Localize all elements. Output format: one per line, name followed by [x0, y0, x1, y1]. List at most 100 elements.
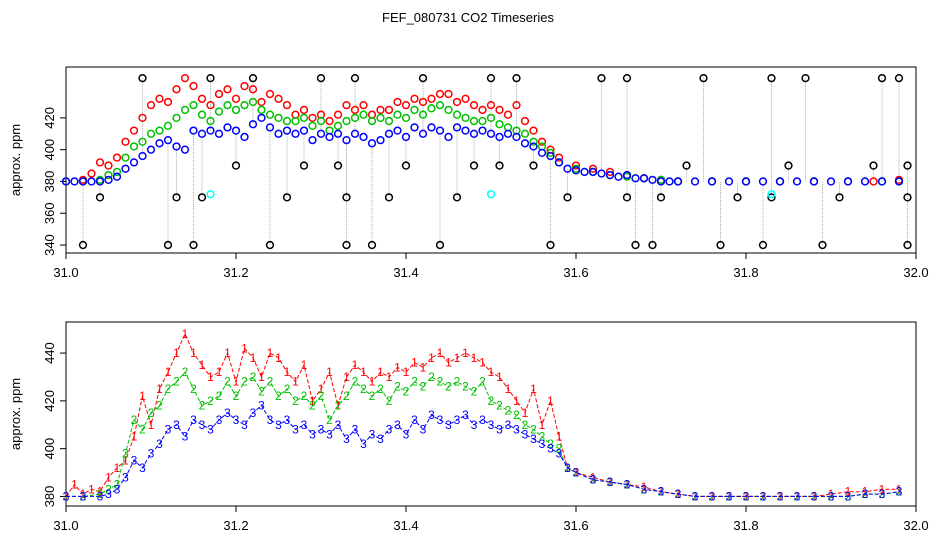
series-marker: 3 — [156, 437, 163, 451]
data-point — [104, 161, 113, 170]
series-marker: 3 — [173, 418, 180, 432]
data-point — [597, 169, 606, 178]
data-point — [546, 240, 555, 250]
series-marker: 3 — [216, 413, 223, 427]
data-point — [478, 116, 487, 126]
data-point — [240, 101, 249, 110]
data-point — [563, 164, 572, 173]
data-point — [104, 175, 113, 185]
data-point — [469, 129, 479, 138]
data-point — [155, 126, 164, 135]
series-line — [65, 332, 899, 497]
data-point — [121, 137, 130, 146]
y-axis-label: approx. ppm — [8, 124, 23, 196]
data-point — [121, 153, 130, 162]
series-marker: 1 — [471, 351, 478, 365]
series-marker: 2 — [428, 370, 435, 384]
series-marker: 1 — [428, 351, 435, 365]
data-point — [427, 104, 436, 113]
series-marker: 3 — [658, 485, 665, 499]
data-point — [214, 107, 224, 116]
y-tick-label: 360 — [42, 202, 57, 224]
series-marker: 1 — [360, 365, 367, 379]
data-point — [631, 174, 640, 183]
x-tick-label: 32.0 — [903, 518, 928, 533]
data-point — [112, 172, 122, 181]
series-marker: 3 — [190, 413, 197, 427]
series-marker: 1 — [105, 470, 112, 484]
data-point — [248, 97, 258, 107]
series-marker: 3 — [547, 442, 554, 456]
series-marker: 2 — [496, 399, 503, 413]
series-marker: 3 — [454, 413, 461, 427]
data-point — [622, 73, 632, 83]
series-marker: 1 — [437, 346, 444, 360]
series-marker: 2 — [420, 380, 427, 394]
series-marker: 1 — [165, 365, 172, 379]
data-point — [333, 161, 343, 170]
data-point — [784, 161, 793, 170]
data-point — [580, 167, 589, 177]
data-point — [495, 105, 504, 115]
data-point — [265, 123, 275, 132]
series-marker: 2 — [454, 375, 461, 389]
series-marker: 3 — [607, 475, 614, 489]
data-point — [342, 116, 351, 126]
data-point — [129, 142, 139, 151]
data-point — [146, 145, 156, 154]
series-marker: 2 — [190, 382, 197, 396]
data-point — [894, 177, 904, 186]
data-point — [342, 193, 351, 202]
series-marker: 2 — [556, 442, 563, 456]
data-point — [248, 73, 258, 83]
data-point — [274, 94, 283, 103]
data-point — [146, 129, 156, 138]
data-point — [444, 105, 453, 115]
data-point — [427, 94, 436, 103]
series-marker: 1 — [148, 418, 155, 432]
series-marker: 1 — [726, 489, 733, 503]
series-marker: 1 — [97, 485, 104, 499]
data-point — [665, 177, 674, 186]
series-marker: 2 — [182, 365, 189, 379]
series-marker: 2 — [318, 389, 325, 403]
data-point — [393, 97, 402, 107]
series-marker: 2 — [335, 399, 342, 413]
series-marker: 2 — [590, 473, 597, 487]
series-marker: 1 — [590, 470, 597, 484]
series-marker: 1 — [292, 375, 299, 389]
y-tick-label: 340 — [42, 234, 57, 256]
data-point — [316, 73, 326, 83]
series-marker: 3 — [275, 418, 282, 432]
data-point — [597, 73, 606, 83]
data-point — [427, 123, 436, 132]
data-point — [350, 73, 360, 83]
data-point — [214, 89, 224, 99]
series-marker: 1 — [811, 489, 818, 503]
data-point — [418, 110, 428, 119]
series-marker: 2 — [216, 389, 223, 403]
data-point — [860, 177, 870, 186]
series-marker: 2 — [241, 375, 248, 389]
series-marker: 3 — [530, 432, 537, 446]
data-point — [384, 193, 394, 202]
series-marker: 1 — [301, 358, 308, 372]
data-point — [189, 81, 198, 91]
series-marker: 1 — [454, 351, 461, 365]
data-point — [87, 169, 96, 178]
series-marker: 1 — [845, 485, 852, 499]
plot-frame — [65, 66, 917, 254]
series-marker: 1 — [386, 370, 393, 384]
data-point — [129, 126, 139, 135]
series-marker: 2 — [352, 375, 359, 389]
series-marker: 1 — [122, 454, 129, 468]
series-marker: 1 — [131, 430, 138, 444]
data-point — [869, 177, 878, 186]
series-marker: 3 — [394, 418, 401, 432]
series-marker: 3 — [692, 489, 699, 503]
data-point — [520, 116, 530, 126]
data-point — [673, 177, 683, 186]
data-point — [376, 135, 385, 145]
data-point — [537, 148, 547, 157]
series-marker: 3 — [726, 489, 733, 503]
